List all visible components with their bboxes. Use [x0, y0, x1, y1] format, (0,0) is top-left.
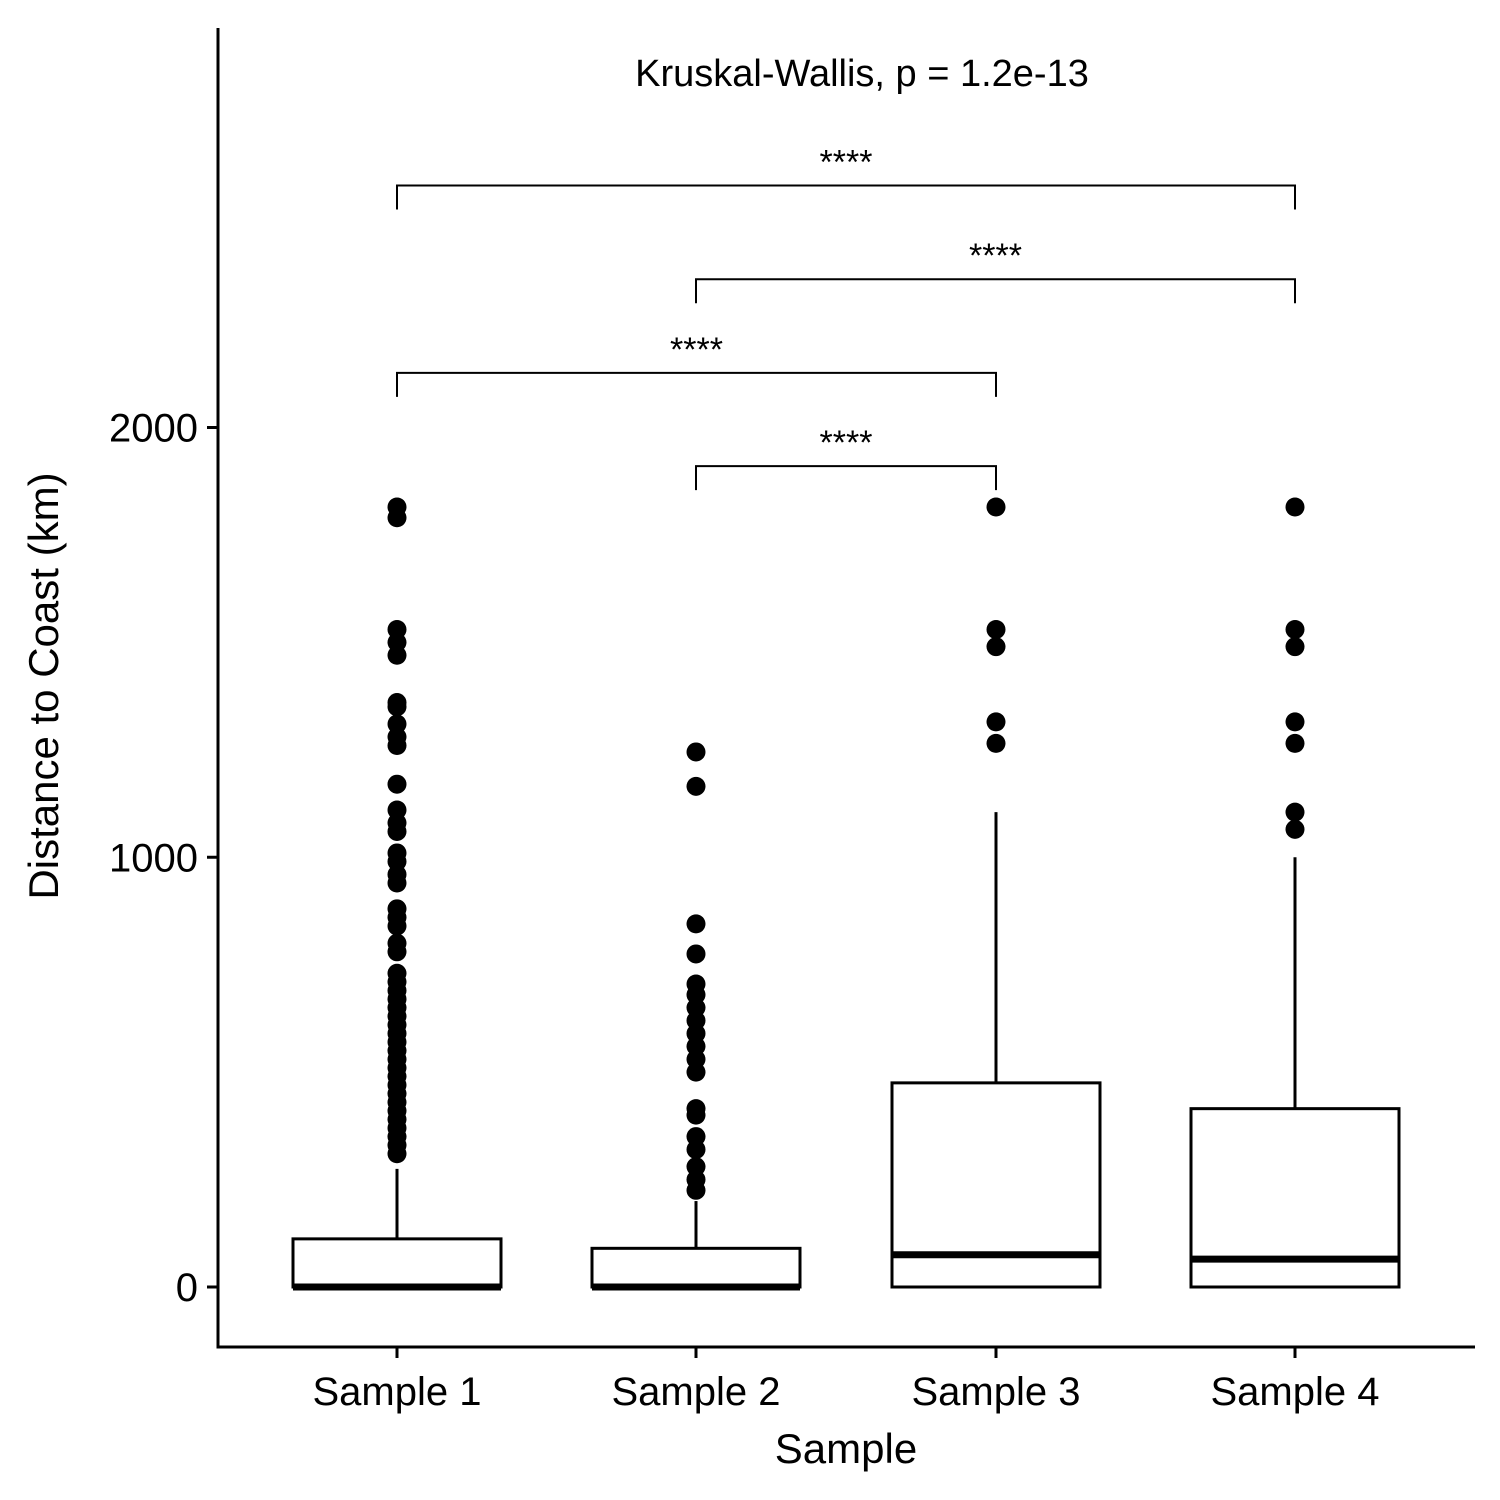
y-tick-label: 1000 — [109, 836, 198, 880]
x-axis-title: Sample — [775, 1425, 917, 1472]
box-sample-4 — [1189, 857, 1401, 1289]
outlier-point — [387, 942, 407, 962]
comparison-bracket: **** — [695, 424, 997, 491]
bracket-line — [396, 371, 997, 397]
bracket-line — [396, 184, 1296, 210]
boxes — [291, 812, 1401, 1291]
y-axis-title: Distance to Coast (km) — [20, 472, 67, 899]
x-tick-label: Sample 4 — [1211, 1370, 1380, 1414]
outliers — [387, 497, 1305, 1200]
axes: 0 1000 2000 Sample 1 Sample 2 Sample 3 Sample … — [109, 28, 1475, 1414]
outlier-point — [686, 914, 706, 934]
box-sample-1 — [291, 1168, 503, 1291]
outlier-point — [1285, 733, 1305, 753]
outlier-point — [1285, 802, 1305, 822]
y-tick-label: 2000 — [109, 407, 198, 451]
outlier-point — [1285, 497, 1305, 517]
outlier-point — [387, 645, 407, 665]
outlier-point — [387, 1144, 407, 1164]
comparison-bracket: **** — [396, 144, 1296, 210]
x-tick-label: Sample 1 — [313, 1370, 482, 1414]
outlier-point — [387, 873, 407, 893]
outlier-point — [686, 1180, 706, 1200]
outlier-point — [986, 733, 1006, 753]
significance-label: **** — [820, 144, 873, 182]
outlier-point — [387, 736, 407, 756]
comparison-bracket: **** — [695, 237, 1296, 304]
box-body — [291, 1237, 503, 1289]
outlier-point — [686, 742, 706, 762]
outlier-point — [387, 774, 407, 794]
significance-label: **** — [820, 424, 873, 462]
box-body — [590, 1246, 802, 1289]
x-tick-label: Sample 3 — [912, 1370, 1081, 1414]
y-tick-label: 0 — [176, 1266, 198, 1310]
outlier-point — [986, 619, 1006, 639]
box-sample-2 — [590, 1201, 802, 1291]
outlier-point — [686, 1139, 706, 1159]
significance-label: **** — [969, 237, 1022, 275]
outlier-point — [986, 637, 1006, 657]
comparison-bracket: **** — [396, 331, 997, 397]
significance-label: **** — [670, 331, 723, 369]
outlier-point — [387, 916, 407, 936]
significance-brackets: **** **** **** **** — [396, 144, 1296, 491]
outlier-point — [387, 508, 407, 528]
box-sample-3 — [890, 812, 1102, 1289]
outlier-point — [986, 497, 1006, 517]
outlier-point — [1285, 637, 1305, 657]
outlier-point — [986, 712, 1006, 732]
outlier-point — [686, 776, 706, 796]
outlier-point — [686, 1105, 706, 1125]
kruskal-wallis-annotation: Kruskal-Wallis, p = 1.2e-13 — [635, 53, 1089, 95]
outlier-point — [387, 697, 407, 717]
bracket-line — [695, 278, 1296, 304]
x-tick-label: Sample 2 — [612, 1370, 781, 1414]
outlier-point — [1285, 712, 1305, 732]
outlier-point — [1285, 619, 1305, 639]
outlier-point — [686, 1062, 706, 1082]
outlier-point — [686, 944, 706, 964]
outlier-point — [1285, 819, 1305, 839]
bracket-line — [695, 465, 997, 491]
outlier-point — [387, 821, 407, 841]
